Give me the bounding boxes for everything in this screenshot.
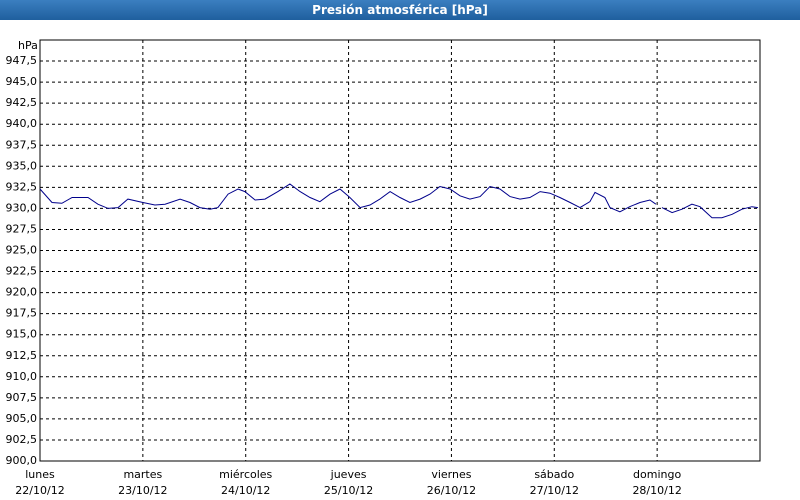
y-tick-label: 912,5 xyxy=(6,349,38,362)
y-tick-label: 947,5 xyxy=(6,54,38,67)
y-tick-label: 925,0 xyxy=(6,244,38,257)
x-tick-weekday: miércoles xyxy=(219,468,272,481)
x-tick-weekday: jueves xyxy=(330,468,367,481)
y-tick-label: 905,0 xyxy=(6,412,38,425)
x-tick-label: 22/10/12 xyxy=(15,484,64,497)
y-tick-label: 937,5 xyxy=(6,138,38,151)
x-tick-label: 28/10/12 xyxy=(632,484,681,497)
y-tick-label: 920,0 xyxy=(6,286,38,299)
x-tick-weekday: martes xyxy=(123,468,162,481)
y-tick-label: 910,0 xyxy=(6,370,38,383)
y-tick-label: 917,5 xyxy=(6,307,38,320)
pressure-line xyxy=(39,183,758,219)
y-tick-label: 942,5 xyxy=(6,96,38,109)
x-tick-label: 26/10/12 xyxy=(427,484,476,497)
x-tick-label: 23/10/12 xyxy=(118,484,167,497)
y-tick-label: 935,0 xyxy=(6,159,38,172)
y-tick-label: 940,0 xyxy=(6,117,38,130)
x-tick-weekday: viernes xyxy=(431,468,471,481)
x-tick-label: 25/10/12 xyxy=(324,484,373,497)
y-tick-label: 927,5 xyxy=(6,222,38,235)
y-tick-label: 932,5 xyxy=(6,180,38,193)
y-tick-label: 922,5 xyxy=(6,265,38,278)
y-tick-label: 915,0 xyxy=(6,328,38,341)
y-axis-unit: hPa xyxy=(18,39,38,52)
x-tick-label: 27/10/12 xyxy=(530,484,579,497)
x-tick-weekday: sábado xyxy=(534,468,574,481)
y-tick-label: 930,0 xyxy=(6,201,38,214)
y-tick-label: 907,5 xyxy=(6,391,38,404)
x-tick-label: 24/10/12 xyxy=(221,484,270,497)
y-tick-label: 900,0 xyxy=(6,454,38,467)
x-tick-weekday: domingo xyxy=(633,468,681,481)
y-tick-label: 945,0 xyxy=(6,75,38,88)
y-tick-label: 902,5 xyxy=(6,433,38,446)
title-bar: Presión atmosférica [hPa] xyxy=(0,0,800,20)
x-tick-weekday: lunes xyxy=(25,468,55,481)
